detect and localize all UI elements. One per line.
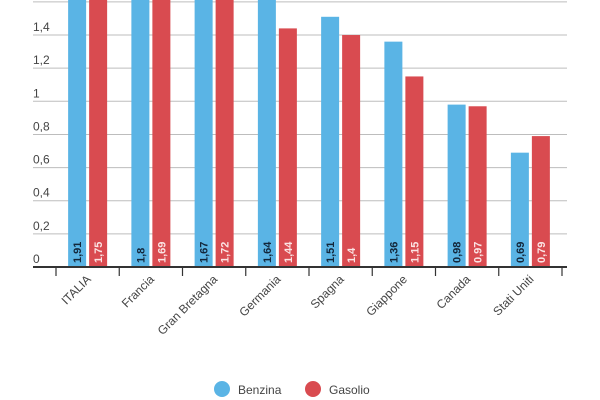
gridlines — [33, 1, 567, 235]
data-label: 1,69 — [156, 242, 168, 263]
bar-benzina — [131, 0, 150, 268]
y-tick-label: 1,4 — [33, 20, 50, 34]
bar-gasolio — [89, 0, 108, 268]
bar-gasolio — [405, 76, 424, 267]
bar-gasolio — [342, 35, 361, 267]
bar-benzina — [447, 104, 466, 267]
y-tick-label: 0,8 — [33, 119, 50, 133]
y-tick-label: 0,6 — [33, 153, 50, 167]
bar-gasolio — [152, 0, 171, 267]
data-label: 1,8 — [135, 248, 147, 263]
y-axis-ticks: 0 0,2 0,4 0,6 0,8 1 1,2 1,4 — [33, 20, 50, 266]
bar-benzina — [321, 16, 340, 267]
data-label: 1,44 — [283, 241, 295, 263]
data-label: 0,97 — [473, 242, 485, 263]
data-label: 1,4 — [346, 247, 358, 263]
data-label: 1,91 — [72, 242, 84, 263]
data-label: 1,67 — [199, 242, 211, 263]
legend-swatch-gasolio — [305, 381, 321, 397]
y-tick-label: 1,2 — [33, 53, 50, 67]
bars: 1,91 1,75 1,8 1,69 1,67 1,72 1,64 1,44 1,51 1,4 1,… — [68, 0, 550, 268]
data-label: 1,36 — [388, 242, 400, 263]
y-tick-label: 0 — [33, 252, 40, 266]
legend-label: Gasolio — [329, 383, 370, 397]
bar-benzina — [384, 41, 403, 268]
category-label: Stati Uniti — [490, 272, 536, 318]
category-label: Francia — [119, 272, 157, 310]
category-label: Giappone — [363, 272, 410, 319]
bar-benzina — [194, 0, 213, 267]
data-label: 0,69 — [515, 242, 527, 263]
y-tick-label: 0,2 — [33, 219, 50, 233]
data-label: 1,75 — [93, 242, 105, 263]
bar-gasolio — [278, 28, 297, 268]
y-tick-label: 0,4 — [33, 186, 50, 200]
bar-benzina — [510, 152, 529, 267]
legend-label: Benzina — [238, 383, 282, 397]
category-label: ITALIA — [59, 272, 94, 307]
bar-benzina — [68, 0, 87, 267]
data-label: 1,51 — [325, 242, 337, 263]
category-label: Gran Bretagna — [155, 272, 221, 338]
data-label: 1,15 — [409, 242, 421, 263]
legend: Benzina Gasolio — [214, 381, 370, 397]
legend-swatch-benzina — [214, 381, 230, 397]
category-label: Germania — [236, 272, 283, 319]
bar-gasolio — [215, 0, 234, 267]
category-label: Spagna — [308, 272, 347, 311]
category-label: Canada — [434, 272, 474, 312]
y-tick-label: 1 — [33, 86, 40, 100]
data-label: 0,79 — [536, 242, 548, 263]
data-label: 1,72 — [220, 242, 232, 263]
bar-benzina — [257, 0, 276, 267]
data-label: 0,98 — [452, 242, 464, 263]
bar-gasolio — [468, 106, 487, 268]
bar-gasolio — [531, 136, 550, 267]
data-label: 1,64 — [262, 241, 274, 263]
